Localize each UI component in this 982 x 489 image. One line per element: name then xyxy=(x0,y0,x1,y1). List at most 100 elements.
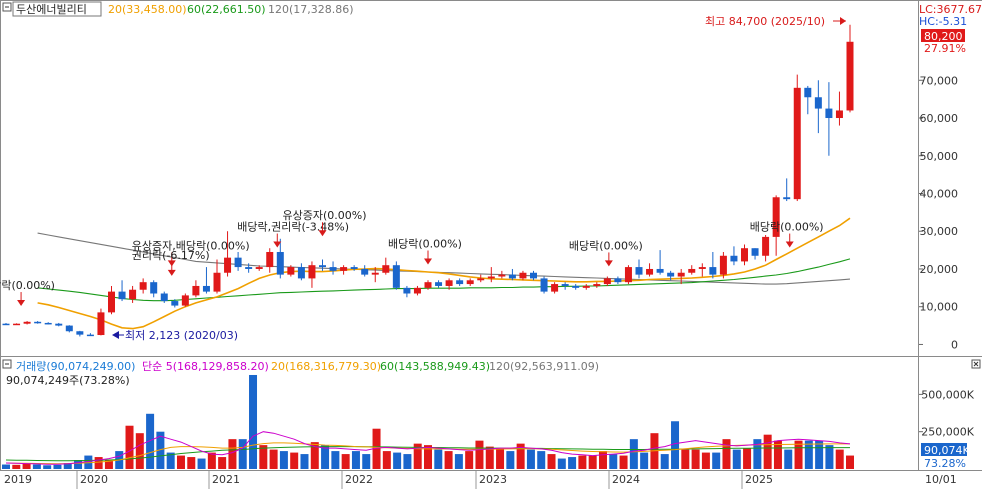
volume-bar xyxy=(2,464,10,469)
annotation: 배당락(0.00%) xyxy=(388,238,462,265)
volume-bar xyxy=(588,455,597,469)
candle xyxy=(477,274,485,283)
volume-bar xyxy=(32,464,41,469)
candle-body xyxy=(814,97,822,109)
candle-body xyxy=(160,293,168,302)
price-tick-label: 20,000 xyxy=(920,263,959,276)
price-tick-label: 10,000 xyxy=(920,301,959,314)
price-tick-label: 0 xyxy=(951,338,958,351)
volume-bar xyxy=(331,451,340,469)
candle-body xyxy=(741,248,748,262)
volume-bar xyxy=(197,458,206,469)
candle-body xyxy=(350,267,358,269)
current-price-badge xyxy=(921,29,965,42)
volume-bar xyxy=(382,451,391,469)
volume-bar xyxy=(166,452,175,469)
candle xyxy=(793,74,801,202)
candle-body xyxy=(751,248,759,256)
volume-tick-label: 250,000K xyxy=(921,426,974,439)
candle-body xyxy=(76,331,84,335)
candle xyxy=(751,248,759,260)
volume-bar xyxy=(547,454,556,469)
candle-body xyxy=(297,267,305,279)
candle-body xyxy=(646,268,654,275)
date-label: 2025 xyxy=(745,473,773,486)
candle xyxy=(698,263,706,277)
candle xyxy=(498,270,506,279)
annotation-label: 배당락(0.00%) xyxy=(388,238,462,251)
candle-body xyxy=(308,265,316,279)
candle xyxy=(55,322,63,327)
volume-bar xyxy=(619,455,628,469)
volume-bar xyxy=(434,449,443,469)
candle xyxy=(593,282,601,288)
volume-bar xyxy=(279,451,288,469)
volume-bar xyxy=(763,434,772,469)
candle-body xyxy=(793,87,801,200)
volume-bar xyxy=(526,449,535,469)
candle xyxy=(350,265,358,271)
volume-bar xyxy=(94,457,103,469)
volume-bar xyxy=(598,451,607,469)
candle xyxy=(783,178,791,202)
volume-bar xyxy=(722,439,731,469)
candle xyxy=(487,267,495,283)
low-note: 최저 2,123 (2020/03) xyxy=(125,329,238,342)
annotation-arrow-icon xyxy=(167,269,176,276)
annotation-label: 배당락,권리락(-3.48%) xyxy=(237,221,349,234)
candle xyxy=(44,322,52,325)
candle-body xyxy=(34,321,42,324)
hc-value: HC:-5.31 xyxy=(919,15,967,28)
candle xyxy=(624,265,632,285)
candle-body xyxy=(783,197,791,200)
lc-value: LC:3677.67 xyxy=(919,3,982,16)
date-label: 2021 xyxy=(212,473,240,486)
annotation: 배당락(0.00%) xyxy=(0,279,55,307)
candle-body xyxy=(382,265,390,273)
candle xyxy=(160,291,168,303)
candle-body xyxy=(540,278,548,292)
candle xyxy=(762,235,770,262)
candle-body xyxy=(624,267,632,283)
volume-bar xyxy=(835,449,844,469)
volume-bar xyxy=(691,449,700,469)
volume-bar xyxy=(825,445,834,469)
volume-bar xyxy=(537,451,546,469)
volume-ma60-legend: 60(143,588,949.43) xyxy=(380,360,490,373)
candle xyxy=(65,325,73,333)
candle-body xyxy=(635,267,643,275)
candle xyxy=(561,282,569,290)
candle-body xyxy=(65,325,73,332)
candle-body xyxy=(213,272,221,292)
volume-bar xyxy=(794,440,803,469)
candle xyxy=(445,278,453,290)
volume-info-line: 90,074,249주(73.28%) xyxy=(6,374,130,387)
candle-body xyxy=(55,323,63,326)
volume-bar xyxy=(496,448,505,469)
candle-body xyxy=(2,323,10,326)
symbol-box[interactable] xyxy=(12,1,102,17)
volume-bar xyxy=(465,451,474,469)
candle xyxy=(392,261,400,290)
current-volume: 90,074K xyxy=(924,444,970,457)
candle-body xyxy=(171,301,179,306)
volume-ma120-legend: 120(92,563,911.09) xyxy=(489,360,599,373)
candle-body xyxy=(371,272,379,275)
volume-bar xyxy=(290,452,299,469)
annotation-arrow-icon xyxy=(17,300,26,307)
close-icon[interactable] xyxy=(973,361,979,367)
current-price: 80,200 xyxy=(924,30,963,43)
ma60-legend: 60(22,661.50) xyxy=(187,3,266,16)
volume-bar xyxy=(671,421,680,469)
volume-tick-label: 500,000K xyxy=(921,388,974,401)
candle xyxy=(719,251,727,279)
volume-bar xyxy=(784,449,793,469)
candle xyxy=(508,268,516,281)
volume-bar xyxy=(74,460,83,469)
volume-bar xyxy=(156,431,165,469)
candle-body xyxy=(118,291,126,300)
change-percent: 27.91% xyxy=(924,42,966,55)
candle xyxy=(297,263,305,281)
volume-bar xyxy=(321,445,330,469)
volume-ma5-legend: 단순 5(168,129,858.20) xyxy=(142,360,269,373)
